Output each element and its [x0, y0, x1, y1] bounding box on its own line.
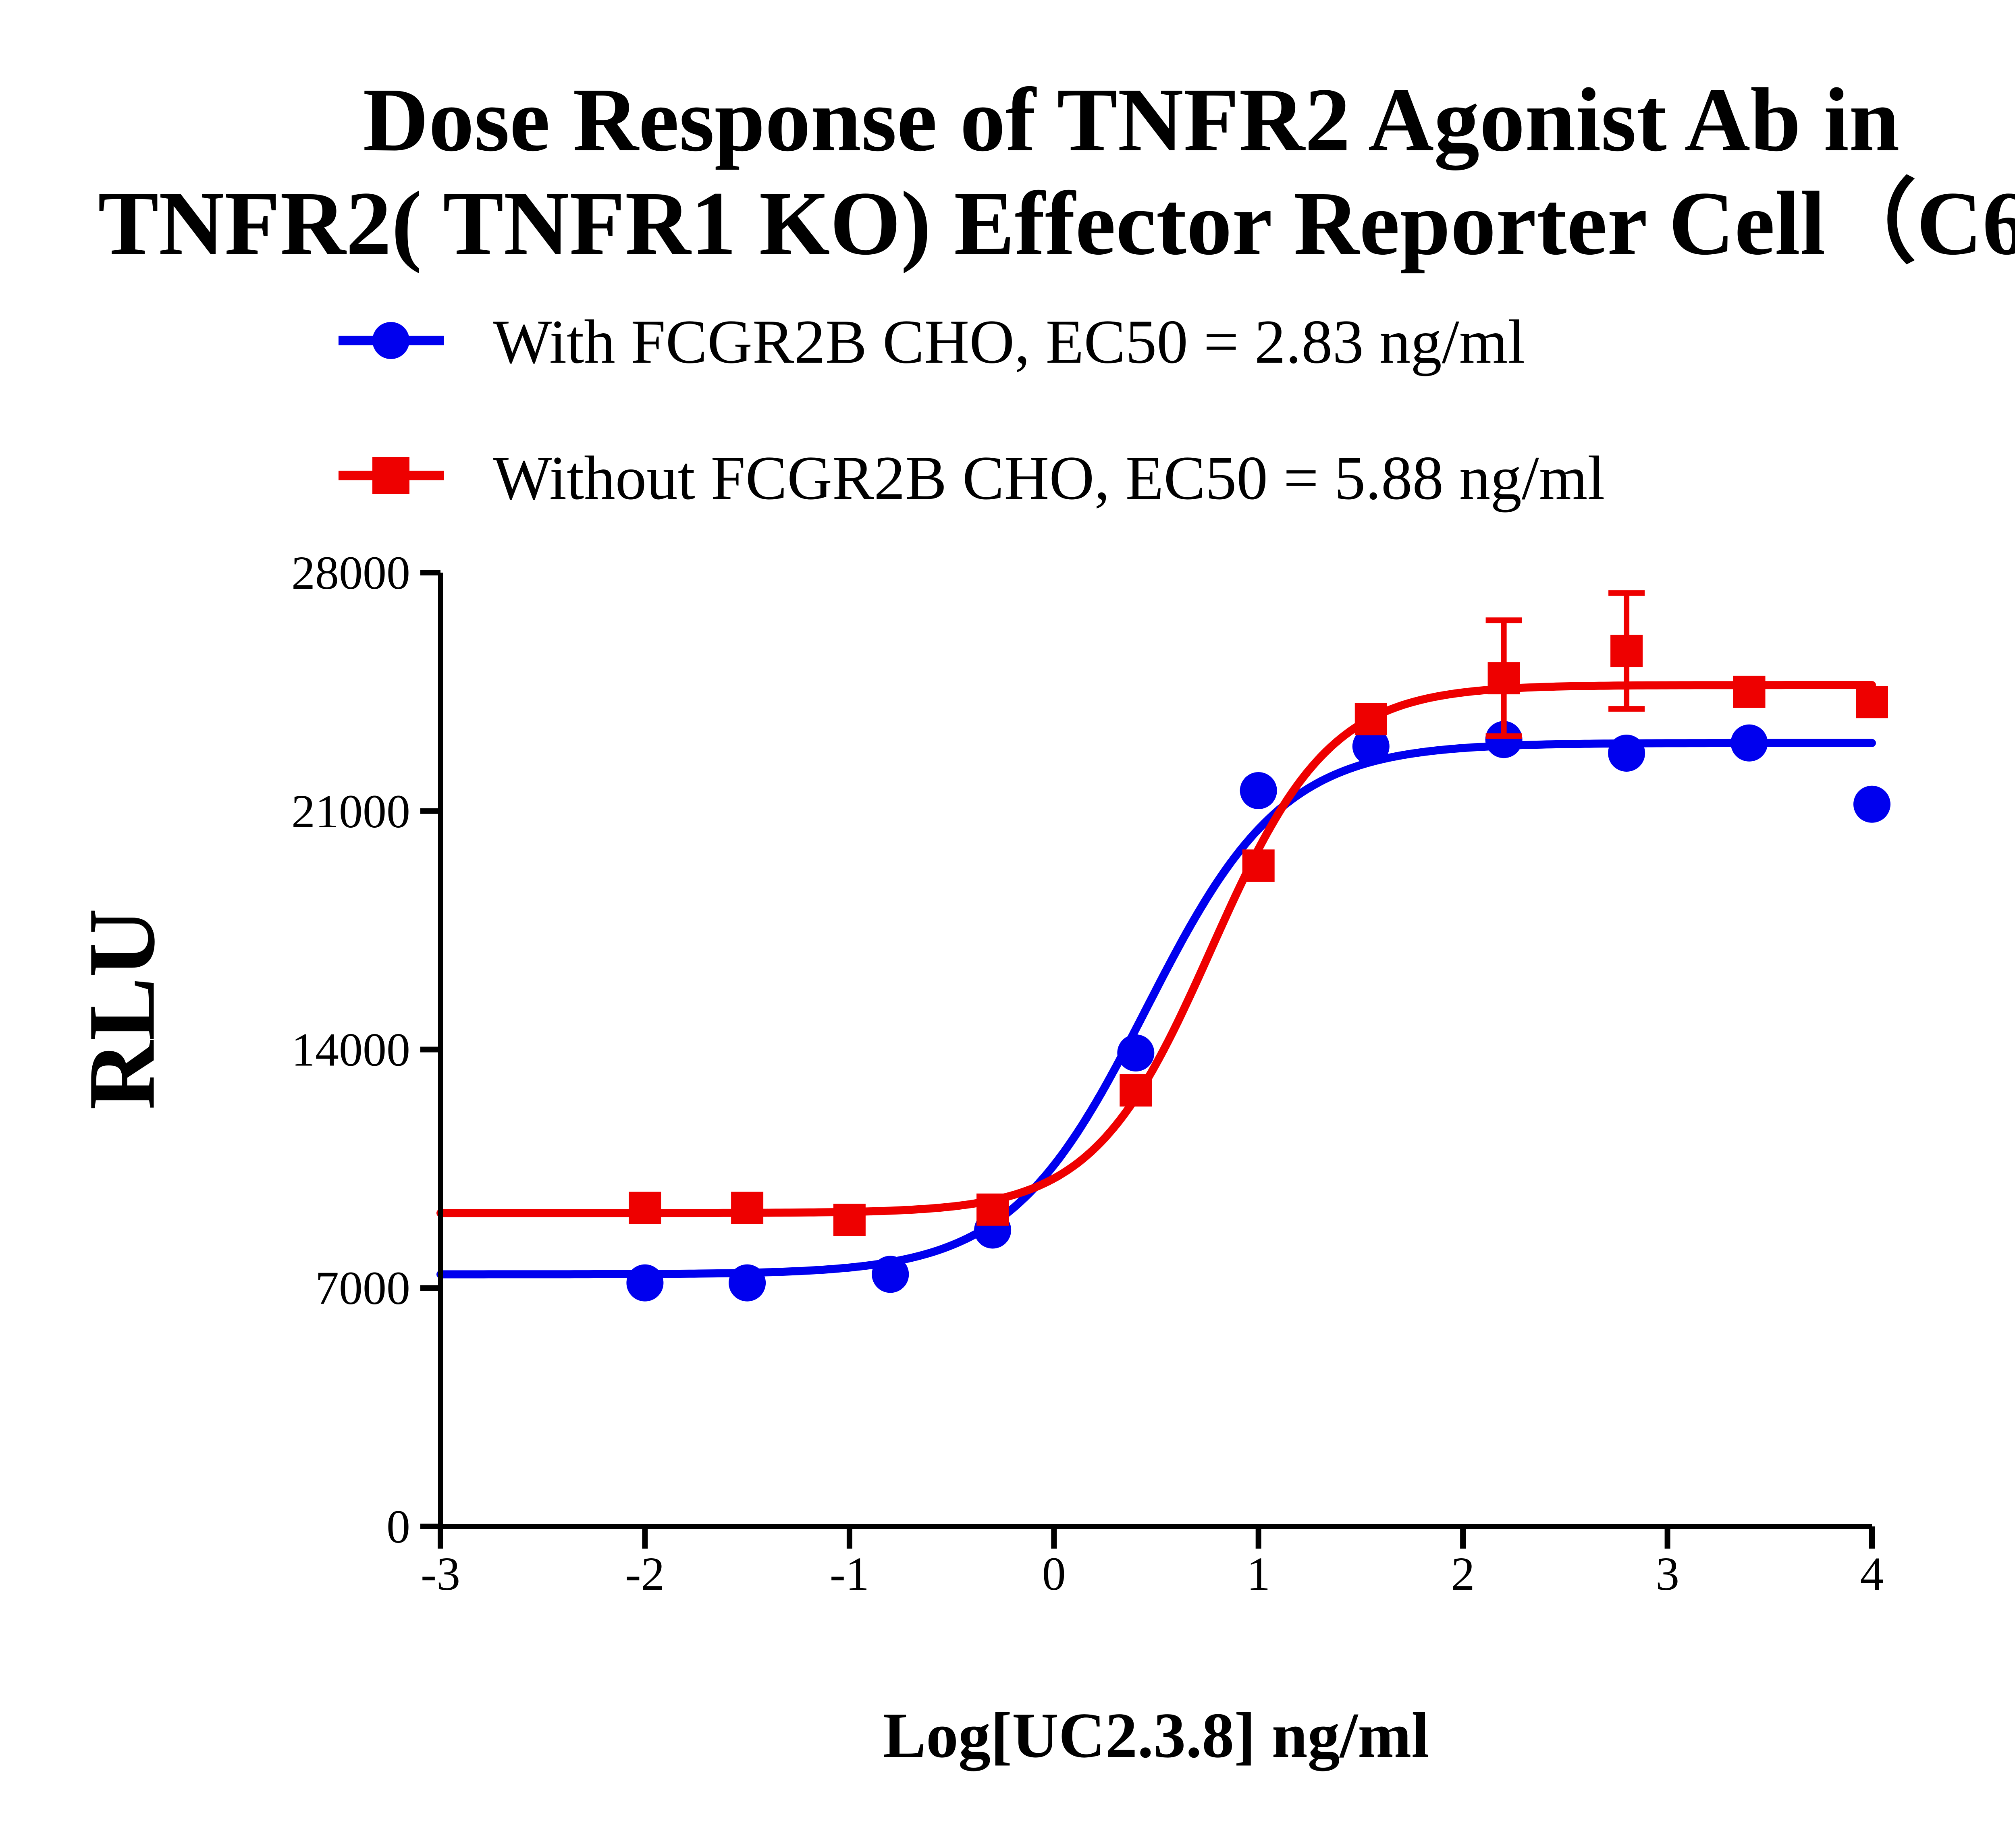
- svg-text:Without FCGR2B CHO, EC50 = 5.8: Without FCGR2B CHO, EC50 = 5.88 ng/ml: [493, 443, 1605, 513]
- svg-text:7000: 7000: [315, 1262, 410, 1314]
- svg-text:-3: -3: [421, 1547, 460, 1600]
- svg-text:Log[UC2.3.8] ng/ml: Log[UC2.3.8] ng/ml: [883, 1699, 1429, 1771]
- svg-text:Dose Response of TNFR2 Agonist: Dose Response of TNFR2 Agonist Ab in: [363, 69, 1899, 170]
- svg-text:28000: 28000: [291, 546, 410, 599]
- svg-text:RLU: RLU: [69, 908, 175, 1110]
- svg-text:3: 3: [1656, 1547, 1679, 1600]
- svg-text:14000: 14000: [291, 1024, 410, 1076]
- svg-text:21000: 21000: [291, 785, 410, 838]
- svg-text:4: 4: [1860, 1547, 1884, 1600]
- svg-text:0: 0: [1042, 1547, 1066, 1600]
- svg-text:With FCGR2B CHO, EC50 = 2.83 n: With FCGR2B CHO, EC50 = 2.83 ng/ml: [493, 307, 1525, 376]
- svg-text:-1: -1: [830, 1547, 869, 1600]
- svg-text:1: 1: [1246, 1547, 1270, 1600]
- svg-text:-2: -2: [625, 1547, 665, 1600]
- svg-text:2: 2: [1451, 1547, 1475, 1600]
- svg-text:TNFR2( TNFR1 KO) Effector Repo: TNFR2( TNFR1 KO) Effector Reporter Cell（…: [98, 173, 2015, 274]
- svg-text:0: 0: [386, 1500, 410, 1553]
